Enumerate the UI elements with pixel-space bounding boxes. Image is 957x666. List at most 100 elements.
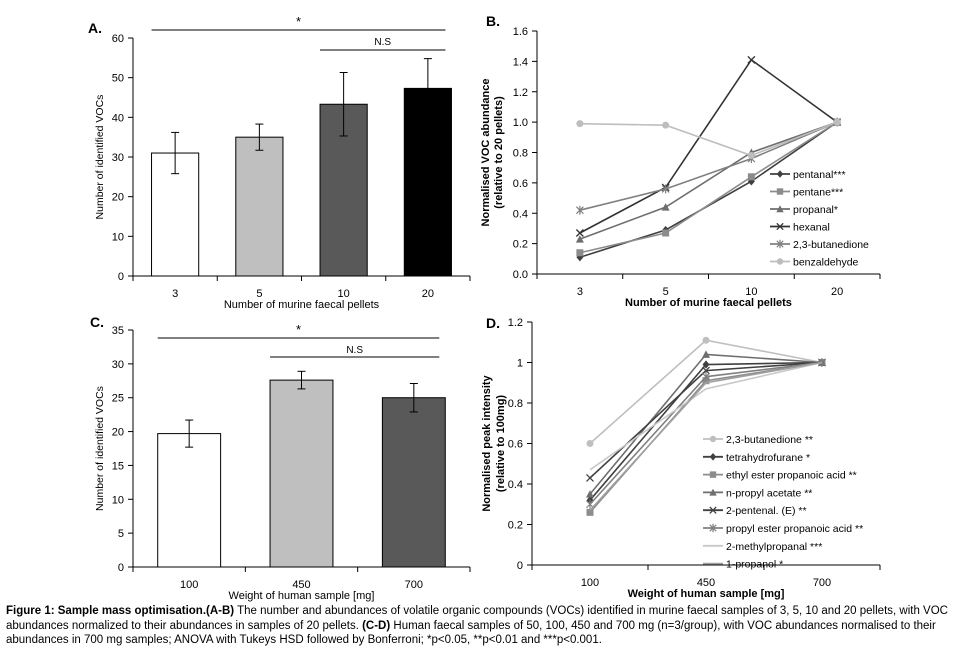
chart4-data-point — [702, 360, 710, 369]
chart4-legend-label: ethyl ester propanoic acid ** — [726, 470, 857, 482]
chart2-data-point — [662, 229, 670, 237]
chart4-x-tick-label: 100 — [581, 577, 599, 589]
chart4-y-axis-title: Normalised peak intensity — [481, 374, 493, 511]
chart1-x-tick-label: 3 — [172, 288, 178, 300]
chart2-y-tick-label: 0.4 — [513, 208, 528, 220]
chart4-legend-label: tetrahydrofurane * — [726, 452, 810, 464]
chart3-bar-450 — [269, 379, 334, 568]
chart1-y-axis-title: Number of identified VOCs — [94, 95, 106, 220]
chart4-legend-marker — [709, 488, 717, 496]
chart2-x-tick-label: 10 — [745, 286, 757, 298]
chart4-data-point — [586, 490, 594, 498]
chart3-significance-label: N.S — [346, 345, 363, 356]
chart3-y-tick-label: 5 — [118, 528, 124, 540]
chart3-y-axis-title: Number of identified VOCs — [94, 386, 106, 511]
chart1-x-axis-title: Number of murine faecal pellets — [224, 299, 380, 311]
chart4-y-tick-label: 1.2 — [508, 317, 523, 329]
chart2-data-point — [747, 152, 755, 160]
chart2-legend-label: pentanal*** — [793, 169, 846, 181]
chart2-legend-label: hexanal — [793, 222, 830, 234]
chart2-data-point — [576, 120, 584, 128]
chart2-legend-marker — [776, 205, 784, 213]
figure-caption: Figure 1: Sample mass optimisation.(A-B)… — [6, 604, 951, 648]
caption-text-ab: The number and abundances of volatile or… — [6, 605, 948, 632]
chart1-bar-20 — [403, 87, 452, 277]
chart1-y-tick-label: 20 — [112, 192, 124, 204]
chart2-data-point — [661, 203, 670, 211]
chart4-legend-marker — [709, 506, 717, 514]
chart1-y-tick-label: 0 — [118, 271, 124, 283]
chart4-data-point — [702, 366, 710, 375]
chart1-bar-5 — [235, 136, 284, 277]
chart4-data-point — [586, 508, 594, 516]
chart1-y-tick-label: 30 — [112, 152, 124, 164]
chart4-data-point — [586, 473, 594, 482]
chart2-y-tick-label: 0.6 — [513, 178, 528, 190]
chart2-panel-label: B. — [486, 13, 500, 29]
chart2-data-point — [747, 173, 755, 181]
chart4-legend-label: propyl ester propanoic acid ** — [726, 523, 863, 535]
chart4-x-axis-title: Weight of human sample [mg] — [628, 588, 785, 600]
chart2-x-tick-label: 3 — [577, 286, 583, 298]
caption-text-cd: Human faecal samples of 50, 100, 450 and… — [6, 619, 936, 647]
chart4-y-tick-label: 1 — [517, 358, 523, 370]
chart4-data-point — [702, 336, 710, 344]
chart2-y-axis-title: Normalised VOC abundance — [480, 79, 492, 227]
chart2-series-line-1 — [579, 121, 838, 254]
chart2-series-line-3 — [579, 58, 838, 234]
chart4-legend-marker — [709, 471, 717, 478]
chart2-legend-marker — [776, 258, 784, 265]
chart2-data-point — [662, 121, 670, 129]
chart1-y-tick-label: 40 — [112, 112, 124, 124]
chart2-y-tick-label: 0.8 — [513, 148, 528, 160]
chart4-series-line-7 — [589, 361, 823, 511]
caption-label: Figure 1: Sample mass optimisation. — [6, 605, 207, 617]
chart4-y-tick-label: 0.8 — [508, 398, 523, 410]
chart2-y-axis-title-2: (relative to 20 pellets) — [493, 96, 505, 209]
chart4-data-point — [586, 440, 594, 447]
chart2-y-tick-label: 1.6 — [513, 26, 528, 38]
chart2-legend-marker — [776, 188, 784, 195]
chart3-y-tick-label: 0 — [118, 562, 124, 574]
chart2-data-point — [575, 229, 584, 237]
chart1-y-tick-label: 50 — [112, 73, 124, 85]
chart4-y-tick-label: 0.4 — [508, 479, 523, 491]
chart3-y-tick-label: 15 — [112, 460, 124, 472]
chart4-legend-label: 2-pentenal. (E) ** — [726, 505, 807, 517]
chart4-series-line-6 — [589, 361, 823, 471]
chart2-data-point — [575, 205, 584, 215]
chart2-legend-marker — [776, 170, 784, 178]
chart1-panel-label: A. — [88, 20, 102, 36]
chart1-bar-3 — [151, 152, 200, 277]
caption-ref-cd: (C-D) — [362, 619, 391, 632]
chart2-data-point — [833, 118, 841, 126]
chart3-x-tick-label: 450 — [292, 579, 310, 591]
chart4-y-axis-title-2: (relative to 100mg) — [495, 395, 507, 493]
chart4-legend-label: n-propyl acetate ** — [726, 487, 812, 499]
chart2-legend-marker — [776, 222, 784, 231]
chart4-legend-label: 2,3-butanedione ** — [726, 434, 813, 446]
chart4-x-tick-label: 450 — [697, 577, 715, 589]
chart2-legend-label: 2,3-butanedione — [793, 239, 869, 251]
chart2-legend-label: pentane*** — [793, 187, 843, 199]
chart4-x-tick-label: 700 — [813, 577, 831, 589]
chart2-x-tick-label: 5 — [663, 286, 669, 298]
chart4-legend-marker — [709, 523, 717, 533]
chart4-y-tick-label: 0.6 — [508, 439, 523, 451]
chart3-y-tick-label: 25 — [112, 393, 124, 405]
chart4-legend-marker — [709, 453, 717, 461]
chart2-y-tick-label: 1.4 — [513, 56, 528, 68]
chart1-x-tick-label: 5 — [256, 288, 262, 300]
chart2-data-point — [747, 55, 756, 64]
chart3-x-tick-label: 100 — [180, 579, 198, 591]
chart2-series-line-5 — [579, 121, 838, 157]
chart1-y-tick-label: 60 — [112, 33, 124, 45]
chart2-series-line-4 — [579, 121, 838, 211]
chart3-y-tick-label: 35 — [112, 325, 124, 337]
chart1-y-tick-label: 10 — [112, 231, 124, 243]
chart2-x-axis-title: Number of murine faecal pellets — [625, 297, 792, 309]
chart2-data-point — [575, 235, 584, 243]
chart2-y-tick-label: 0.2 — [513, 239, 528, 251]
chart2-y-tick-label: 0.0 — [513, 269, 528, 281]
